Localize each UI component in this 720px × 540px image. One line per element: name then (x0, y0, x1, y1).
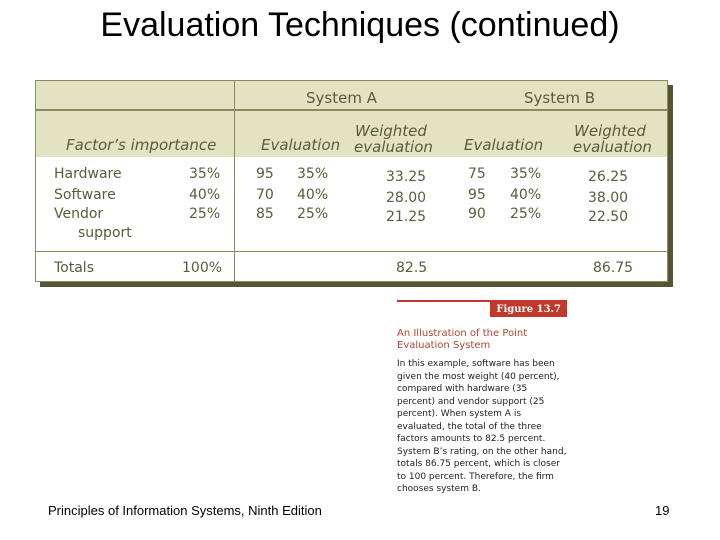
row-a-pct: 40% (297, 187, 329, 203)
row-importance: 25% (189, 206, 221, 222)
row-factor-continued: support (78, 225, 132, 241)
total-system-b: 86.75 (593, 260, 634, 276)
figure-caption: Figure 13.7 An Illustration of the Point… (397, 300, 567, 496)
row-a-weighted: 33.25 (386, 169, 427, 185)
factor-importance-header: Factor’s importance (66, 136, 217, 154)
row-b-weighted: 22.50 (588, 209, 629, 225)
figure-label-bar: Figure 13.7 (397, 300, 567, 318)
table-divider (36, 251, 667, 252)
evaluation-table: System A System B Factor’s importance Ev… (35, 80, 668, 282)
total-system-a: 82.5 (396, 260, 428, 276)
slide-footer: Principles of Information Systems, Ninth… (48, 503, 322, 518)
row-b-score: 75 (468, 166, 486, 182)
row-a-pct: 25% (297, 206, 329, 222)
row-b-weighted: 38.00 (588, 190, 629, 206)
weighted-b-header-line2: evaluation (573, 138, 652, 156)
evaluation-b-header: Evaluation (464, 136, 544, 154)
row-importance: 40% (189, 187, 221, 203)
row-a-weighted: 28.00 (386, 190, 427, 206)
row-b-score: 95 (468, 187, 486, 203)
row-a-pct: 35% (297, 166, 329, 182)
totals-importance: 100% (182, 260, 223, 276)
row-a-score: 95 (256, 166, 274, 182)
row-b-weighted: 26.25 (588, 169, 629, 185)
figure-title: An Illustration of the Point Evaluation … (397, 328, 528, 351)
slide-title: Evaluation Techniques (continued) (100, 6, 620, 44)
row-a-score: 85 (256, 206, 274, 222)
weighted-a-header-line2: evaluation (354, 138, 433, 156)
row-factor: Hardware (54, 166, 122, 182)
row-factor: Vendor (54, 206, 104, 222)
figure-label: Figure 13.7 (490, 302, 567, 317)
row-importance: 35% (189, 166, 221, 182)
row-b-pct: 25% (510, 206, 542, 222)
weighted-a-header-line1: Weighted (355, 122, 427, 140)
row-b-pct: 40% (510, 187, 542, 203)
weighted-b-header-line1: Weighted (574, 122, 646, 140)
system-a-header: System A (306, 89, 377, 107)
table-column-header-band (36, 109, 667, 157)
table-system-header-band (36, 81, 667, 109)
evaluation-a-header: Evaluation (261, 136, 341, 154)
row-factor: Software (54, 187, 116, 203)
figure-description: In this example, software has been given… (397, 359, 567, 494)
page-number: 19 (655, 503, 670, 518)
table-divider (234, 81, 235, 281)
row-b-pct: 35% (510, 166, 542, 182)
row-a-weighted: 21.25 (386, 209, 427, 225)
row-b-score: 90 (468, 206, 486, 222)
totals-label: Totals (54, 260, 94, 276)
row-a-score: 70 (256, 187, 274, 203)
system-b-header: System B (524, 89, 595, 107)
